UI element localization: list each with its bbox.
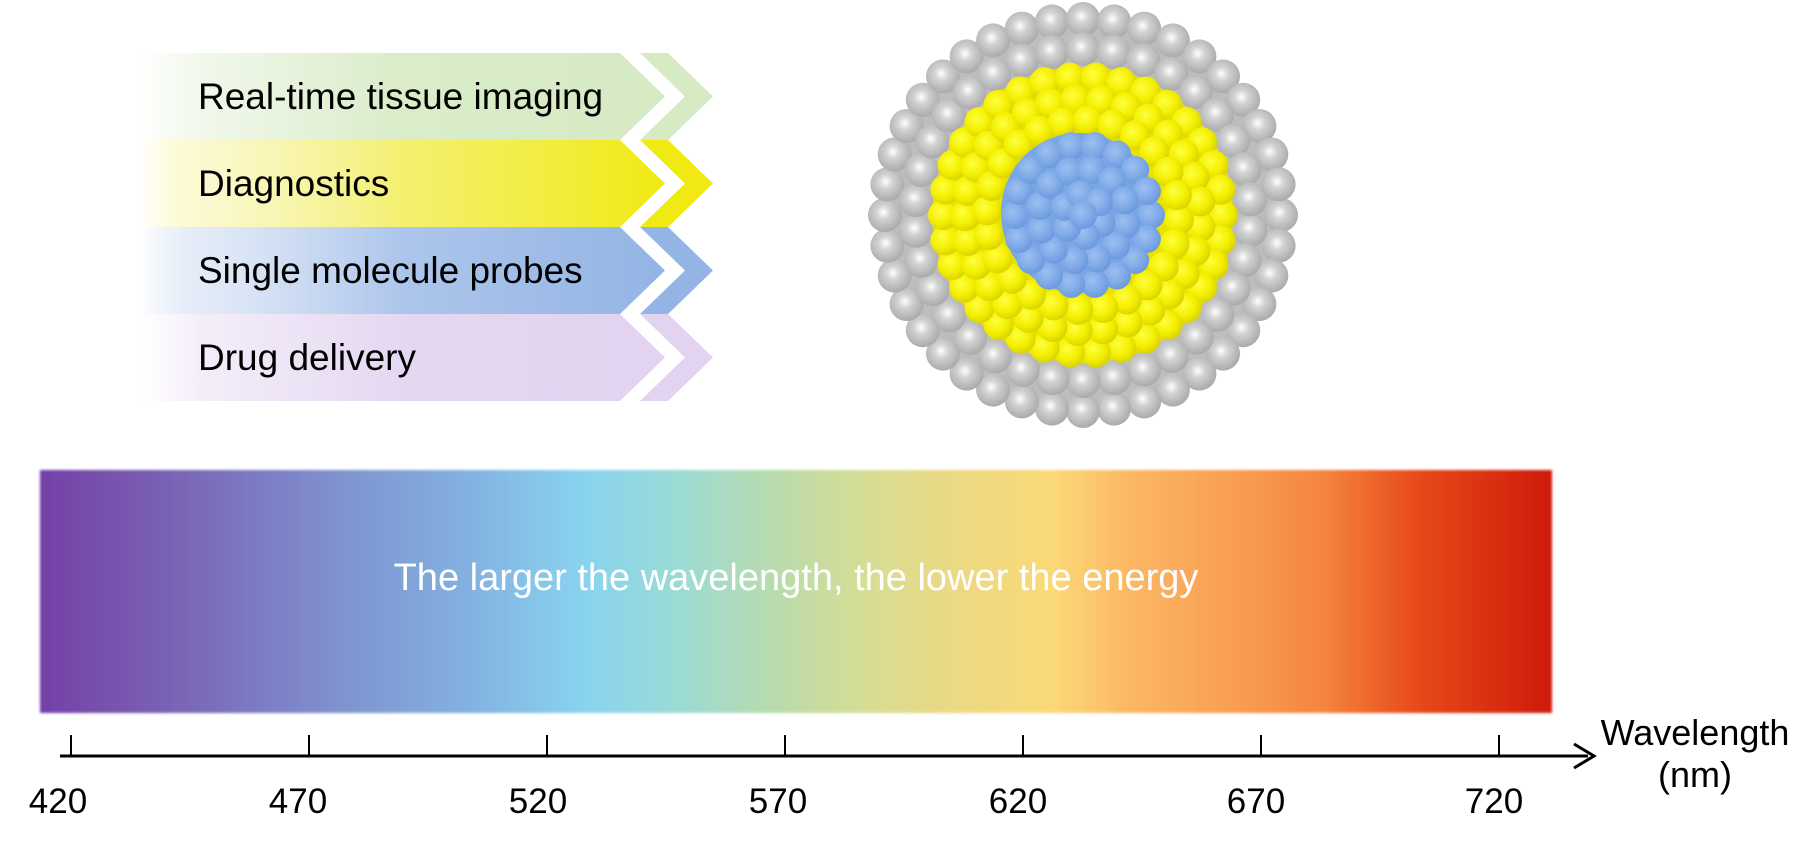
tick-label-570: 570 bbox=[748, 782, 808, 821]
tick-label-620: 620 bbox=[988, 782, 1048, 821]
wavelength-axis: 420 470 520 570 620 670 720 bbox=[0, 720, 1810, 847]
axis-title-line1: Wavelength bbox=[1600, 712, 1790, 753]
application-arrow-single-molecule-probes: Single molecule probes bbox=[140, 227, 720, 314]
application-label: Single molecule probes bbox=[198, 250, 583, 291]
axis-title: Wavelength (nm) bbox=[1590, 712, 1800, 796]
application-arrow-diagnostics: Diagnostics bbox=[140, 140, 720, 227]
spectrum-caption: The larger the wavelength, the lower the… bbox=[393, 557, 1199, 599]
application-label: Real-time tissue imaging bbox=[198, 76, 604, 117]
chevron-arrow-icon bbox=[140, 314, 713, 401]
tick-label-670: 670 bbox=[1226, 782, 1286, 821]
axis-title-line2: (nm) bbox=[1658, 754, 1732, 795]
tick-label-520: 520 bbox=[508, 782, 568, 821]
application-arrow-drug-delivery: Drug delivery bbox=[140, 314, 720, 401]
application-arrow-real-time-tissue-imaging: Real-time tissue imaging bbox=[140, 53, 720, 140]
chevron-arrow-icon bbox=[140, 140, 713, 227]
tick-label-420: 420 bbox=[28, 782, 88, 821]
chevron-arrow-icon bbox=[140, 227, 713, 314]
chevron-arrow-icon bbox=[140, 53, 713, 140]
axis-line-arrow-icon bbox=[60, 735, 1597, 770]
tick-label-470: 470 bbox=[268, 782, 328, 821]
application-label: Diagnostics bbox=[198, 163, 390, 204]
tick-label-720: 720 bbox=[1464, 782, 1524, 821]
visible-spectrum-bar bbox=[40, 470, 1552, 713]
core-layer bbox=[1001, 132, 1165, 298]
application-label: Drug delivery bbox=[198, 337, 416, 378]
core-shell-nanoparticle-illustration bbox=[868, 2, 1298, 428]
